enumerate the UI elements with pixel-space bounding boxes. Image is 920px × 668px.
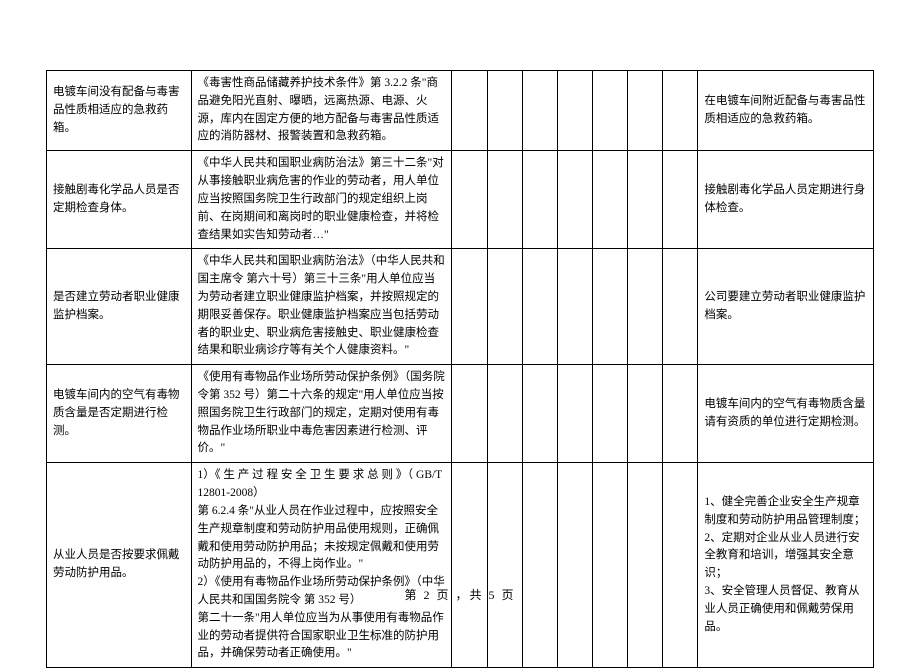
table-row: 电镀车间内的空气有毒物质含量是否定期进行检测。《使用有毒物品作业场所劳动保护条例… bbox=[47, 365, 874, 463]
blank-cell bbox=[487, 151, 522, 249]
table-row: 接触剧毒化学品人员是否定期检查身体。《中华人民共和国职业病防治法》第三十二条"对… bbox=[47, 151, 874, 249]
blank-cell bbox=[592, 249, 627, 365]
blank-cell bbox=[452, 249, 487, 365]
blank-cell bbox=[663, 71, 698, 151]
blank-cell bbox=[628, 151, 663, 249]
blank-cell bbox=[663, 463, 698, 668]
measure-cell: 接触剧毒化学品人员定期进行身体检查。 bbox=[698, 151, 874, 249]
regulation-cell: 《毒害性商品储藏养护技术条件》第 3.2.2 条"商品避免阳光直射、曝晒，远离热… bbox=[191, 71, 452, 151]
regulation-cell: 1）《 生 产 过 程 安 全 卫 生 要 求 总 则 》（ GB/T 1280… bbox=[191, 463, 452, 668]
blank-cell bbox=[557, 249, 592, 365]
page-footer: 第 2 页 ，共 5 页 bbox=[0, 586, 920, 603]
page: 电镀车间没有配备与毒害品性质相适应的急救药箱。《毒害性商品储藏养护技术条件》第 … bbox=[0, 0, 920, 651]
blank-cell bbox=[557, 71, 592, 151]
blank-cell bbox=[592, 151, 627, 249]
regulation-cell: 《使用有毒物品作业场所劳动保护条例》（国务院令第 352 号）第二十六条的规定"… bbox=[191, 365, 452, 463]
issue-cell: 从业人员是否按要求佩戴劳动防护用品。 bbox=[47, 463, 192, 668]
table-row: 从业人员是否按要求佩戴劳动防护用品。1）《 生 产 过 程 安 全 卫 生 要 … bbox=[47, 463, 874, 668]
measure-cell: 1、健全完善企业安全生产规章制度和劳动防护用品管理制度；2、定期对企业从业人员进… bbox=[698, 463, 874, 668]
measure-cell: 在电镀车间附近配备与毒害品性质相适应的急救药箱。 bbox=[698, 71, 874, 151]
regulation-cell: 《中华人民共和国职业病防治法》第三十二条"对从事接触职业病危害的作业的劳动者，用… bbox=[191, 151, 452, 249]
blank-cell bbox=[522, 71, 557, 151]
blank-cell bbox=[522, 249, 557, 365]
blank-cell bbox=[522, 463, 557, 668]
blank-cell bbox=[628, 365, 663, 463]
blank-cell bbox=[487, 71, 522, 151]
blank-cell bbox=[557, 365, 592, 463]
blank-cell bbox=[522, 365, 557, 463]
blank-cell bbox=[628, 249, 663, 365]
blank-cell bbox=[628, 71, 663, 151]
blank-cell bbox=[452, 71, 487, 151]
blank-cell bbox=[663, 249, 698, 365]
blank-cell bbox=[592, 71, 627, 151]
regulations-table: 电镀车间没有配备与毒害品性质相适应的急救药箱。《毒害性商品储藏养护技术条件》第 … bbox=[46, 70, 874, 668]
blank-cell bbox=[628, 463, 663, 668]
blank-cell bbox=[452, 365, 487, 463]
blank-cell bbox=[663, 151, 698, 249]
issue-cell: 电镀车间没有配备与毒害品性质相适应的急救药箱。 bbox=[47, 71, 192, 151]
blank-cell bbox=[487, 463, 522, 668]
table-row: 是否建立劳动者职业健康监护档案。《中华人民共和国职业病防治法》（中华人民共和国主… bbox=[47, 249, 874, 365]
blank-cell bbox=[452, 151, 487, 249]
table-row: 电镀车间没有配备与毒害品性质相适应的急救药箱。《毒害性商品储藏养护技术条件》第 … bbox=[47, 71, 874, 151]
blank-cell bbox=[663, 365, 698, 463]
issue-cell: 接触剧毒化学品人员是否定期检查身体。 bbox=[47, 151, 192, 249]
issue-cell: 是否建立劳动者职业健康监护档案。 bbox=[47, 249, 192, 365]
blank-cell bbox=[452, 463, 487, 668]
blank-cell bbox=[522, 151, 557, 249]
blank-cell bbox=[557, 151, 592, 249]
blank-cell bbox=[592, 365, 627, 463]
blank-cell bbox=[487, 249, 522, 365]
blank-cell bbox=[487, 365, 522, 463]
regulation-cell: 《中华人民共和国职业病防治法》（中华人民共和国主席令 第六十号）第三十三条"用人… bbox=[191, 249, 452, 365]
issue-cell: 电镀车间内的空气有毒物质含量是否定期进行检测。 bbox=[47, 365, 192, 463]
blank-cell bbox=[557, 463, 592, 668]
blank-cell bbox=[592, 463, 627, 668]
measure-cell: 公司要建立劳动者职业健康监护档案。 bbox=[698, 249, 874, 365]
measure-cell: 电镀车间内的空气有毒物质含量请有资质的单位进行定期检测。 bbox=[698, 365, 874, 463]
